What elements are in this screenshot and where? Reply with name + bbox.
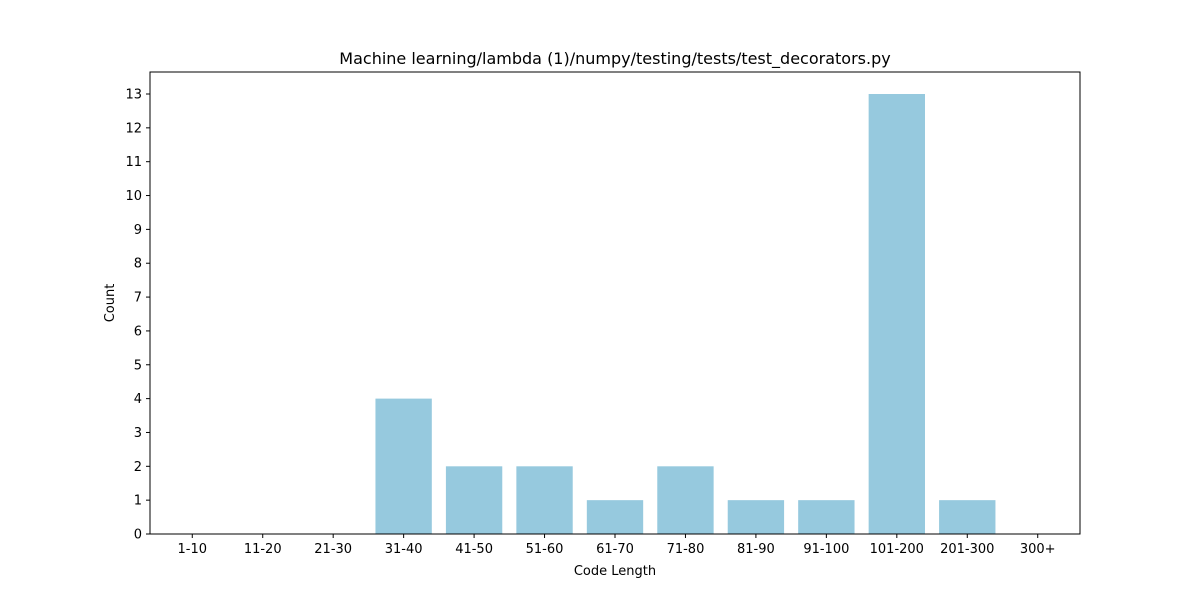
chart-title: Machine learning/lambda (1)/numpy/testin… [339, 49, 890, 69]
y-tick-label: 9 [134, 223, 142, 238]
x-tick-label: 51-60 [526, 542, 564, 557]
bar-101-200 [868, 94, 925, 534]
y-tick-label: 2 [134, 460, 142, 475]
bar-81-90 [727, 500, 785, 534]
bar-41-50 [445, 466, 503, 534]
bar-31-40 [375, 398, 432, 534]
x-tick-label: 61-70 [596, 542, 634, 557]
y-tick-label: 0 [134, 528, 142, 543]
y-tick-label: 5 [134, 358, 142, 373]
x-tick-label: 91-100 [803, 542, 849, 557]
y-tick-label: 12 [125, 121, 142, 136]
y-tick-label: 6 [134, 324, 142, 339]
x-axis: 1-10 11-20 21-30 31-40 41-50 51-60 61-70 71-80 8… [178, 534, 1056, 557]
y-tick-label: 1 [134, 494, 142, 509]
y-axis-label: Count [103, 284, 118, 323]
bar-71-80 [657, 466, 714, 534]
y-tick-label: 10 [125, 189, 142, 204]
y-tick-label: 3 [134, 426, 142, 441]
x-tick-label: 81-90 [737, 542, 775, 557]
x-tick-label: 101-200 [870, 542, 924, 557]
x-tick-label: 21-30 [314, 542, 352, 557]
plot-frame [149, 71, 1081, 535]
x-tick-label: 1-10 [178, 542, 208, 557]
y-tick-label: 11 [125, 155, 142, 170]
x-tick-label: 31-40 [385, 542, 423, 557]
x-tick-label: 201-300 [940, 542, 994, 557]
x-tick-label: 41-50 [455, 542, 493, 557]
bar-51-60 [516, 466, 573, 534]
x-tick-label: 71-80 [667, 542, 705, 557]
x-tick-label: 300+ [1020, 542, 1056, 557]
bar-91-100 [798, 500, 855, 534]
bars-group [375, 94, 996, 534]
y-tick-label: 7 [134, 291, 142, 306]
x-tick-label: 11-20 [244, 542, 282, 557]
y-tick-label: 4 [134, 392, 142, 407]
y-tick-label: 13 [125, 88, 142, 103]
bar-61-70 [586, 500, 644, 534]
y-tick-label: 8 [134, 257, 142, 272]
bar-201-300 [939, 500, 996, 534]
x-axis-label: Code Length [574, 564, 656, 579]
